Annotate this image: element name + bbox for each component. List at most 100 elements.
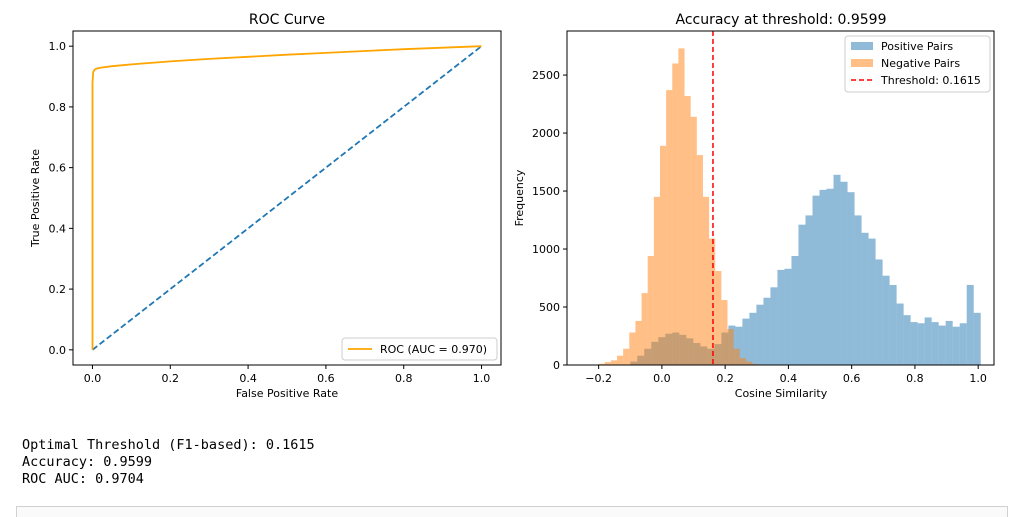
hist-x-ticks: −0.2 0.0 0.2 0.4 0.6 0.8 1.0 [585,365,987,385]
hist-y-tick-label: 2000 [532,127,560,140]
negative-pairs-bar [598,363,605,365]
negative-pairs-bar [727,329,734,365]
positive-pairs-bar [770,287,778,365]
positive-pairs-bar [966,284,974,365]
positive-pairs-bar [952,326,960,365]
hist-x-tick-label: 0.8 [906,372,924,385]
roc-x-tick-label: 0.0 [84,372,102,385]
roc-x-tick-label: 0.4 [239,372,257,385]
positive-pairs-bar [854,215,862,365]
positive-pairs-bar [875,259,883,365]
roc-curve-line [91,45,482,350]
roc-x-tick-label: 0.2 [162,372,180,385]
chance-diagonal-line [91,45,483,351]
positive-pairs-bar [938,325,946,365]
positive-pairs-bar [833,174,841,365]
output-threshold-line: Optimal Threshold (F1-based): 0.1615 [22,437,315,453]
hist-x-tick-label: −0.2 [585,372,612,385]
hist-y-tick-label: 1000 [532,243,560,256]
negative-pairs-bar [678,48,685,366]
negative-pairs-bar [752,363,759,365]
roc-marks [91,45,483,351]
hist-y-tick-label: 2500 [532,69,560,82]
hist-legend: Positive Pairs Negative Pairs Threshold:… [844,35,991,93]
negative-pairs-bar [684,95,691,365]
cell-output: Optimal Threshold (F1-based): 0.1615 Acc… [22,437,315,488]
positive-pairs-bar [763,297,771,365]
positive-pairs-bar [756,304,764,365]
positive-pairs-bar [826,188,834,365]
next-cell-frame[interactable] [16,506,1008,517]
roc-y-tick-label: 0.6 [49,162,67,175]
positive-pairs-bar [861,232,869,365]
negative-pairs-bar [672,63,679,365]
roc-x-tick-label: 0.8 [395,372,413,385]
positive-pairs-bar [868,238,876,365]
positive-pairs-bar [931,322,939,365]
roc-x-tick-label: 0.6 [317,372,335,385]
negative-pairs-bar [739,358,746,365]
positive-pairs-bar [917,323,925,365]
positive-pairs-bar [910,322,918,365]
positive-pairs-bar [847,192,855,365]
negative-pairs-bar [745,361,753,365]
hist-y-label: Frequency [513,169,526,226]
hist-legend-box [844,35,991,93]
roc-x-ticks: 0.0 0.2 0.4 0.6 0.8 1.0 [84,365,491,385]
positive-pairs-bar [798,224,806,365]
positive-pairs-bar [735,326,743,365]
positive-pairs-bar [819,189,827,365]
roc-y-tick-label: 0.4 [49,222,67,235]
hist-bars [598,48,981,366]
figure: ROC Curve 0.0 0.2 0.4 0.6 0.8 1.0 0.00.20.40.… [29,12,995,400]
roc-y-tick-label: 0.2 [49,283,67,296]
roc-title: ROC Curve [249,12,325,28]
roc-y-label: True Positive Rate [29,149,42,248]
legend-swatch-positive [851,42,873,50]
roc-y-tick-label: 1.0 [49,40,67,53]
hist-panel: Accuracy at threshold: 0.9599 −0.2 0.0 0.2… [513,12,995,400]
hist-y-tick-label: 500 [539,301,560,314]
roc-legend-label: ROC (AUC = 0.970) [380,343,487,356]
negative-pairs-bar [623,348,630,365]
roc-y-tick-label: 0.0 [49,344,67,357]
legend-swatch-negative [851,59,873,67]
negative-pairs-bar [696,155,703,365]
positive-pairs-bar [742,318,750,365]
hist-title: Accuracy at threshold: 0.9599 [676,12,887,28]
positive-pairs-bar [889,284,897,365]
hist-y-tick-label: 1500 [532,185,560,198]
hist-y-tick-label: 0 [553,359,560,372]
positive-pairs-bar [959,323,967,365]
positive-pairs-bar [791,255,799,365]
negative-pairs-bar [709,238,716,365]
negative-pairs-bar [653,196,660,365]
negative-pairs-bar [666,90,673,366]
negative-pairs-bar [604,362,611,365]
positive-pairs-bar [749,312,757,365]
negative-pairs-bar [733,348,740,365]
positive-pairs-bar [945,320,953,365]
negative-pairs-bar [721,300,728,365]
hist-x-tick-label: 0.4 [780,372,798,385]
hist-y-ticks: 0 500 1000 1500 2000 2500 [532,69,567,372]
hist-x-label: Cosine Similarity [735,387,828,400]
hist-x-tick-label: 0.2 [716,372,734,385]
positive-pairs-bar [784,268,792,365]
positive-pairs-bar [840,181,848,365]
negative-pairs-bar [610,360,618,365]
roc-x-label: False Positive Rate [236,387,338,400]
negative-pairs-bar [641,293,648,365]
hist-x-tick-label: 1.0 [969,372,987,385]
positive-pairs-bar [777,269,785,365]
negative-pairs-bar [617,355,624,365]
positive-pairs-bar [812,195,820,365]
roc-axes-frame [72,30,502,366]
output-accuracy-line: Accuracy: 0.9599 [22,454,153,470]
roc-x-tick-label: 1.0 [473,372,491,385]
legend-label-threshold: Threshold: 0.1615 [880,74,981,87]
negative-pairs-bar [659,145,667,365]
negative-pairs-bar [690,116,697,365]
roc-legend-box [341,337,498,361]
hist-axes-frame [566,30,995,366]
